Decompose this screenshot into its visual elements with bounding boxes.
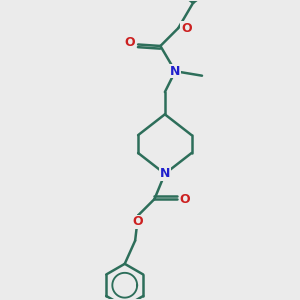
Text: O: O [133,215,143,228]
Text: N: N [170,65,181,78]
Text: O: O [180,193,190,206]
Text: N: N [160,167,170,180]
Text: O: O [181,22,192,34]
Text: O: O [125,37,135,50]
